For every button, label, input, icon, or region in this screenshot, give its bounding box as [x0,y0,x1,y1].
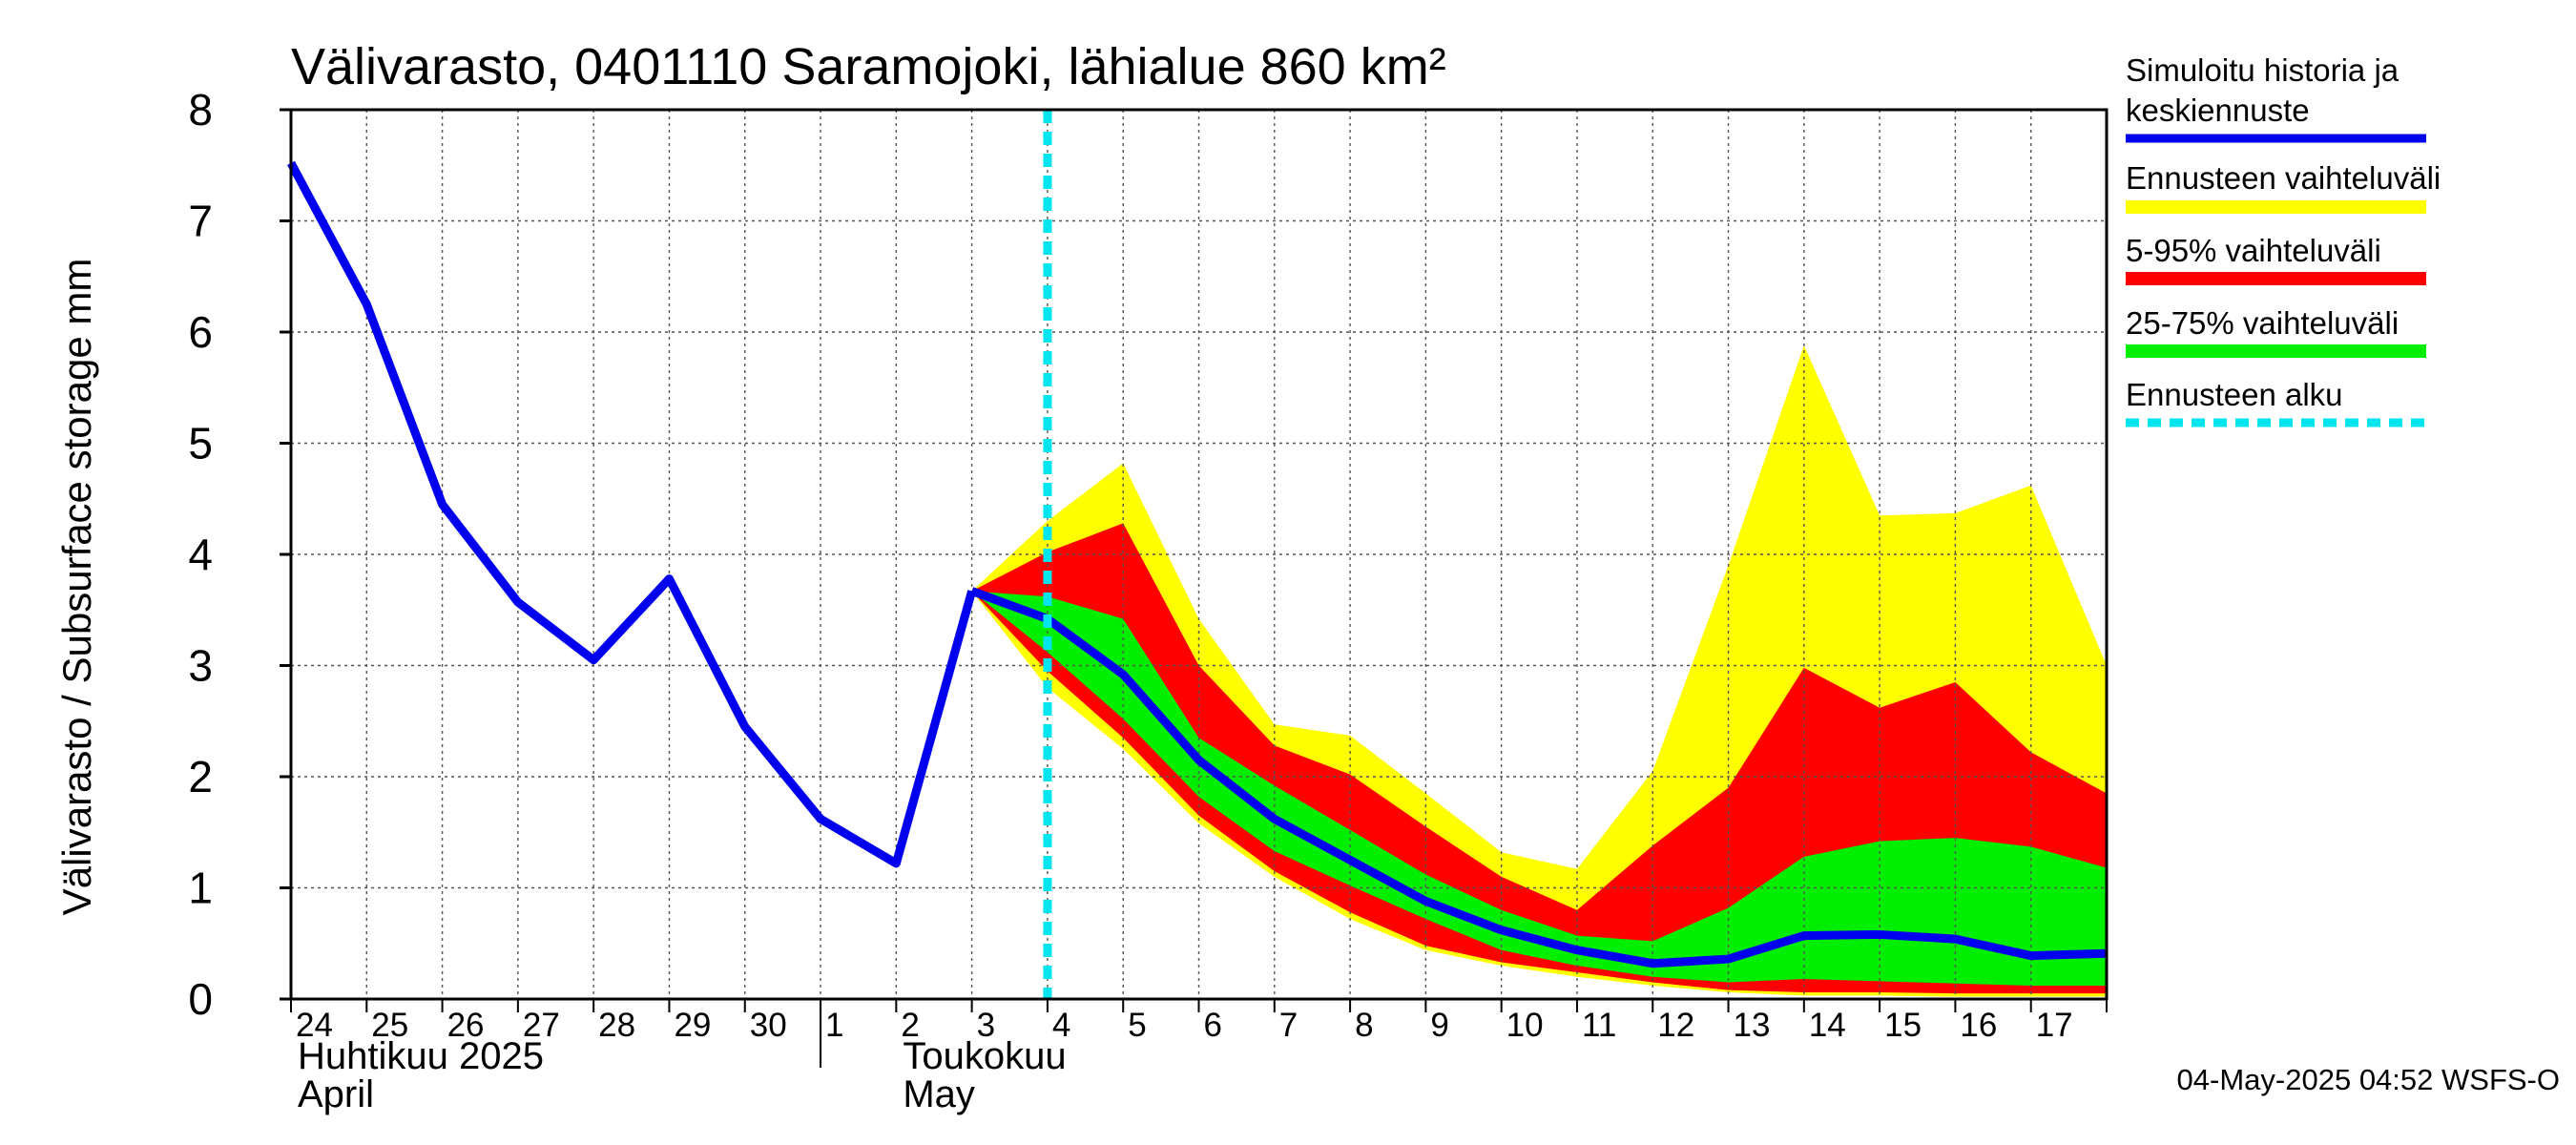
history-line [287,160,976,868]
grid-lines [291,110,2107,999]
x-tick-label: 28 [598,1007,635,1044]
uncertainty-bands [971,344,2107,997]
x-tick-label: 2 [901,1007,919,1044]
series-lines [287,110,2108,999]
x-tick-label: 16 [1960,1007,1997,1044]
chart-title: Välivarasto, 0401110 Saramojoki, lähialu… [291,38,1446,95]
y-tick-label: 3 [188,641,213,691]
x-tick-label: 10 [1506,1007,1544,1044]
x-tick-label: 8 [1355,1007,1373,1044]
x-tick-label: 15 [1884,1007,1922,1044]
month-label: Huhtikuu 2025 [298,1035,544,1077]
plot-area [287,108,2109,1001]
x-axis-ticks: 24 25 26 27 28 29 30 1 2 3 4 5 6 7 8 9 10 11 12 13 14 15 16 17 [290,999,2108,1044]
x-tick-label: 7 [1279,1007,1298,1044]
legend-label: 5-95% vaihteluväli [2126,233,2381,268]
x-tick-label: 25 [371,1007,408,1044]
y-axis-ticks: 0 1 2 3 4 5 6 7 8 [188,85,291,1024]
y-tick-label: 2 [188,752,213,802]
legend-label: Ennusteen alku [2126,377,2343,412]
month-label-english: April [298,1073,374,1115]
x-tick-label: 1 [825,1007,843,1044]
y-tick-label: 1 [188,864,213,913]
x-tick-label: 5 [1128,1007,1146,1044]
y-tick-label: 5 [188,419,213,468]
y-tick-label: 4 [188,530,213,579]
legend-label: Simuloitu historia ja [2126,52,2399,88]
timestamp-footer: 04-May-2025 04:52 WSFS-O [2177,1063,2560,1096]
legend-label: Ennusteen vaihteluväli [2126,160,2441,196]
x-tick-label: 6 [1204,1007,1222,1044]
x-tick-label: 9 [1430,1007,1448,1044]
month-label-english: May [903,1073,975,1115]
legend-label: keskiennuste [2126,93,2310,128]
x-tick-label: 24 [296,1007,333,1044]
y-axis-label: Välivarasto / Subsurface storage mm [54,259,99,916]
x-tick-label: 29 [674,1007,711,1044]
legend: Simuloitu historia ja keskiennuste Ennuste… [2126,52,2441,427]
x-tick-label: 26 [447,1007,485,1044]
x-tick-label: 14 [1809,1007,1846,1044]
x-tick-label: 11 [1582,1007,1616,1044]
y-tick-label: 7 [188,197,213,246]
y-tick-label: 6 [188,307,213,357]
x-tick-label: 12 [1657,1007,1694,1044]
band-25-75 [971,591,2107,987]
x-tick-label: 3 [977,1007,995,1044]
x-tick-label: 17 [2036,1007,2073,1044]
legend-label: 25-75% vaihteluväli [2126,305,2399,341]
x-tick-label: 30 [750,1007,787,1044]
x-tick-label: 13 [1734,1007,1771,1044]
median-forecast-line [970,587,2108,968]
y-tick-label: 8 [188,85,213,135]
x-tick-label: 27 [523,1007,560,1044]
month-label: Toukokuu [903,1035,1066,1077]
x-tick-label: 4 [1052,1007,1070,1044]
y-tick-label: 0 [188,974,213,1024]
